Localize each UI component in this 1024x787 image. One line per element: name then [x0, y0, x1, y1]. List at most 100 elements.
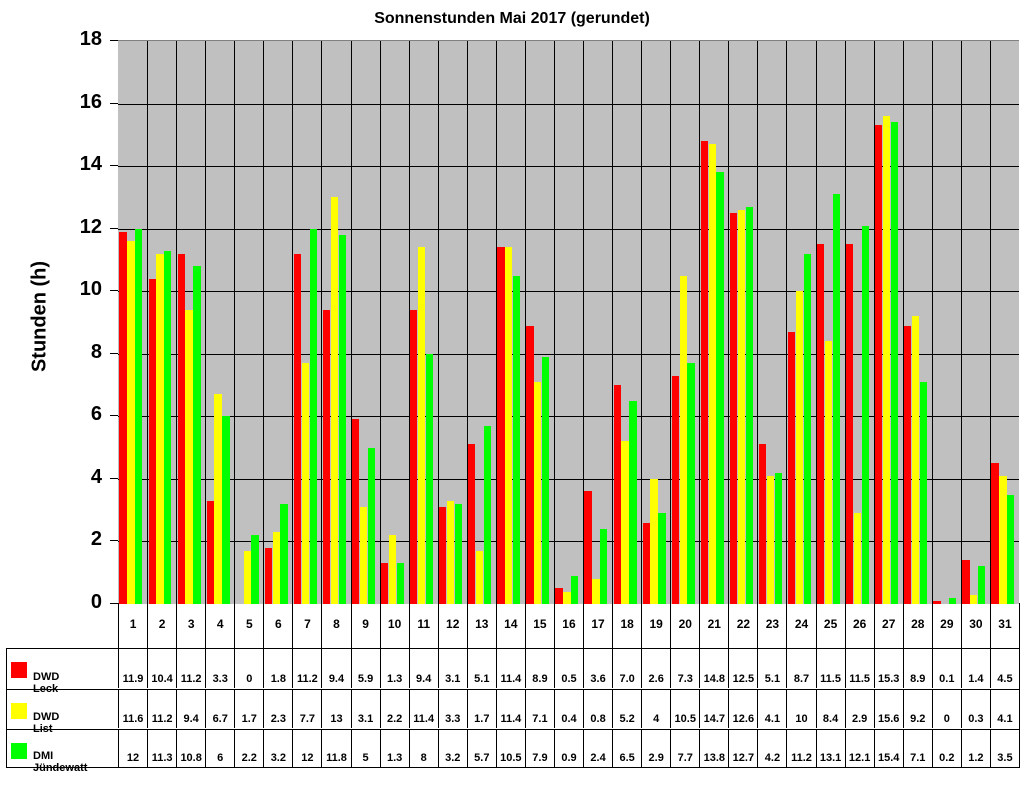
bar-dwd-list — [912, 316, 920, 604]
data-cell: 0.2 — [931, 729, 961, 767]
data-cell: 1.3 — [379, 648, 409, 688]
data-cell: 9.2 — [902, 689, 932, 728]
bar-dmi-j-ndewatt — [571, 575, 579, 604]
bar-dwd-list — [359, 507, 368, 604]
category-label: 2 — [147, 603, 176, 648]
data-cell: 2.6 — [641, 648, 670, 688]
data-cell: 8 — [408, 729, 438, 767]
gridline-v — [670, 41, 672, 604]
bar-dwd-leck — [700, 141, 708, 604]
gridline-v — [960, 41, 962, 604]
data-cell: 14.8 — [699, 648, 728, 688]
bar-dmi-j-ndewatt — [774, 472, 782, 604]
bar-dmi-j-ndewatt — [687, 363, 695, 604]
category-label: 7 — [292, 603, 321, 648]
data-cell: 3.1 — [350, 689, 380, 728]
category-label: 23 — [757, 603, 786, 648]
bar-dwd-leck — [351, 419, 360, 604]
data-cell: 4 — [641, 689, 670, 728]
data-cell: 5.1 — [757, 648, 786, 688]
y-tick — [110, 102, 118, 104]
y-tick-label: 12 — [79, 215, 102, 238]
category-label: 13 — [466, 603, 496, 648]
data-cell: 3.2 — [437, 729, 467, 767]
bar-dwd-list — [708, 144, 716, 604]
y-tick — [110, 165, 118, 167]
data-cell: 11.9 — [118, 648, 147, 688]
data-cell: 14.7 — [699, 689, 728, 728]
gridline-h — [118, 103, 1019, 105]
category-label: 5 — [234, 603, 263, 648]
table-rule — [6, 729, 1020, 730]
bar-dmi-j-ndewatt — [309, 228, 317, 604]
data-cell: 1.2 — [960, 729, 990, 767]
bar-dwd-leck — [497, 247, 505, 604]
table-rule — [6, 689, 1020, 690]
gridline-v — [524, 41, 526, 604]
data-cell: 7.3 — [670, 648, 699, 688]
category-label: 24 — [786, 603, 815, 648]
category-label: 10 — [379, 603, 409, 648]
data-cell: 11.5 — [815, 648, 845, 688]
data-cell: 0.5 — [553, 648, 583, 688]
data-cell: 13.1 — [815, 729, 845, 767]
gridline-v — [495, 41, 497, 604]
bar-dwd-list — [301, 363, 309, 604]
gridline-v — [350, 41, 352, 604]
category-label: 31 — [989, 603, 1019, 648]
data-cell: 12.7 — [728, 729, 757, 767]
data-cell: 0.4 — [553, 689, 583, 728]
bar-dmi-j-ndewatt — [338, 234, 346, 604]
bar-dwd-list — [766, 475, 774, 604]
data-cell: 4.1 — [757, 689, 786, 728]
category-label: 12 — [437, 603, 467, 648]
data-cell: 11.8 — [321, 729, 350, 767]
bar-dmi-j-ndewatt — [512, 275, 521, 604]
data-cell: 6.7 — [205, 689, 234, 728]
bar-dwd-list — [447, 500, 455, 604]
data-cell: 11.2 — [147, 689, 176, 728]
bar-dwd-list — [824, 341, 833, 604]
bar-dwd-leck — [671, 375, 679, 604]
data-cell: 11.4 — [408, 689, 438, 728]
bar-dmi-j-ndewatt — [542, 356, 550, 604]
bar-dwd-leck — [729, 213, 738, 604]
data-cell: 2.3 — [263, 689, 292, 728]
bar-dmi-j-ndewatt — [832, 194, 840, 604]
gridline-h — [118, 478, 1019, 480]
bar-dmi-j-ndewatt — [367, 447, 375, 604]
legend-label: DWD Leck — [33, 671, 60, 695]
bar-dwd-list — [476, 550, 484, 604]
data-cell: 7.7 — [670, 729, 699, 767]
data-cell: 3.1 — [437, 648, 467, 688]
category-label: 26 — [844, 603, 874, 648]
bar-dmi-j-ndewatt — [483, 425, 492, 604]
y-tick-label: 4 — [90, 465, 102, 488]
gridline-v — [437, 41, 439, 604]
y-tick — [110, 352, 118, 354]
data-cell: 8.7 — [786, 648, 815, 688]
gridline-v — [844, 41, 846, 604]
data-cell: 1.4 — [960, 648, 990, 688]
data-cell: 2.2 — [234, 729, 263, 767]
category-label: 11 — [408, 603, 438, 648]
table-left-border — [6, 648, 7, 768]
data-cell: 12.1 — [844, 729, 874, 767]
bar-dmi-j-ndewatt — [948, 597, 957, 604]
bar-dwd-leck — [758, 444, 767, 604]
bar-dwd-list — [534, 381, 542, 604]
data-cell: 0.1 — [931, 648, 961, 688]
data-cell: 10.8 — [176, 729, 205, 767]
bar-dwd-leck — [119, 231, 127, 604]
y-tick-label: 6 — [90, 403, 102, 426]
gridline-v — [815, 41, 817, 604]
data-cell: 12.5 — [728, 648, 757, 688]
data-cell: 7.0 — [612, 648, 641, 688]
bar-dmi-j-ndewatt — [193, 266, 201, 604]
bar-dwd-list — [214, 394, 222, 604]
data-cell: 8.4 — [815, 689, 845, 728]
data-cell: 2.2 — [379, 689, 409, 728]
y-tick — [110, 540, 118, 542]
category-label: 14 — [495, 603, 525, 648]
y-tick — [110, 40, 118, 41]
